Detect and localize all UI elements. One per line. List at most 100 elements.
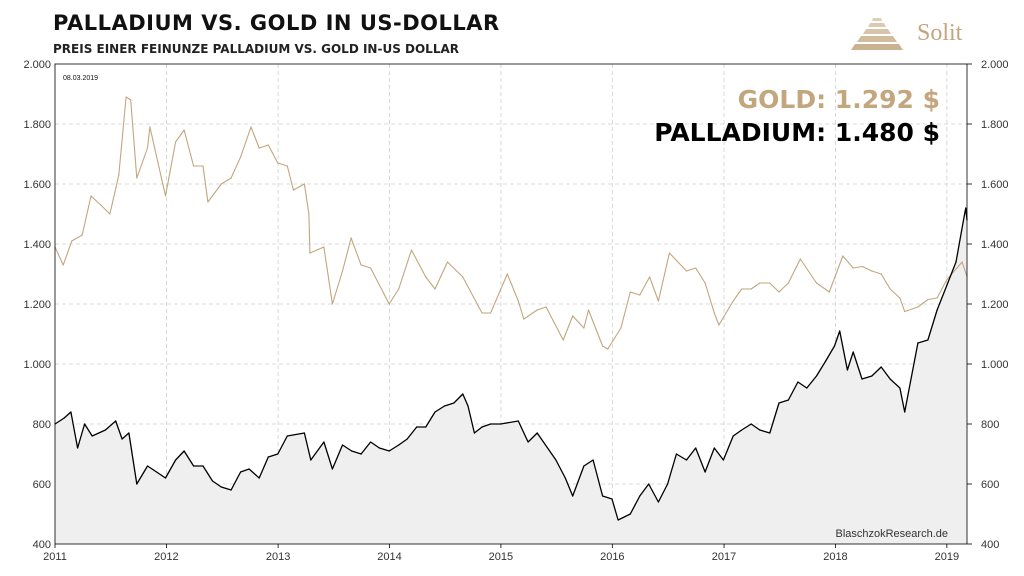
y-tick-label-left: 600 — [33, 479, 51, 491]
y-tick-label-right: 800 — [981, 419, 999, 431]
gold-point — [90, 195, 92, 197]
gold-point — [446, 261, 449, 263]
palladium-point — [602, 495, 604, 497]
y-tick-label-right: 1.600 — [981, 179, 1009, 191]
gold-point — [164, 195, 167, 197]
palladium-point — [852, 351, 854, 353]
palladium-point — [675, 453, 678, 455]
palladium-point — [839, 330, 841, 332]
palladium-point — [220, 486, 222, 488]
gold-point — [130, 99, 132, 101]
gold-point — [815, 282, 818, 284]
palladium-point — [825, 360, 827, 362]
gold-point — [562, 339, 564, 341]
gold-point — [136, 177, 138, 179]
gold-point — [109, 213, 111, 215]
palladium-point — [388, 450, 390, 452]
gold-point — [607, 348, 609, 350]
palladium-point — [406, 438, 408, 440]
palladium-area — [55, 208, 967, 544]
palladium-point — [611, 498, 613, 500]
gold-point — [750, 288, 752, 290]
gold-point — [388, 303, 390, 305]
gold-point — [146, 147, 149, 149]
palladium-point — [104, 429, 106, 431]
gold-point — [267, 144, 269, 146]
gold-point — [536, 309, 538, 311]
palladium-point — [955, 261, 957, 263]
x-tick-label: 2013 — [266, 551, 290, 563]
palladium-point — [286, 435, 288, 437]
source-label: BlaschzokResearch.de — [835, 528, 948, 540]
x-tick-label: 2018 — [823, 551, 847, 563]
palladium-point — [722, 459, 725, 461]
palladium-point — [443, 405, 446, 407]
date-label: 08.03.2019 — [63, 75, 98, 82]
y-tick-label-right: 1.200 — [981, 299, 1009, 311]
chart-subtitle: PREIS EINER FEINUNZE PALLADIUM VS. GOLD … — [53, 42, 459, 56]
palladium-point — [467, 405, 469, 407]
gold-point — [718, 324, 720, 326]
palladium-point — [473, 432, 475, 434]
palladium-point — [917, 342, 919, 344]
palladium-point — [517, 420, 519, 422]
palladium-point — [833, 345, 836, 347]
gold-point — [787, 282, 790, 284]
palladium-point — [434, 411, 436, 413]
gold-point — [434, 288, 436, 290]
gold-point — [183, 129, 185, 131]
palladium-point — [741, 429, 743, 431]
palladium-point — [146, 465, 149, 467]
solit-logo-icon — [851, 18, 903, 50]
palladium-point — [398, 444, 400, 446]
gold-line — [54, 96, 968, 350]
palladium-point — [806, 387, 808, 389]
palladium-point — [639, 495, 641, 497]
palladium-point — [732, 435, 734, 437]
palladium-point — [481, 426, 483, 428]
palladium-point — [121, 438, 123, 440]
x-tick-label: 2014 — [377, 551, 401, 563]
palladium-point — [871, 375, 873, 377]
palladium-point — [425, 426, 427, 428]
palladium-point — [889, 378, 891, 380]
palladium-point — [211, 480, 214, 482]
gold-point — [899, 297, 901, 299]
palladium-point — [193, 465, 195, 467]
palladium-point — [230, 489, 232, 491]
palladium-point — [769, 432, 771, 434]
gold-point — [258, 147, 260, 149]
gold-point — [202, 165, 204, 167]
palladium-point — [323, 441, 325, 443]
gold-point — [118, 174, 120, 176]
gold-point — [398, 288, 400, 290]
y-tick-label-left: 1.800 — [23, 119, 51, 131]
palladium-point — [964, 213, 966, 215]
gold-point — [350, 237, 352, 239]
gold-point — [230, 177, 232, 179]
palladium-point — [946, 285, 948, 287]
palladium-point — [861, 378, 863, 380]
gold-point — [769, 282, 771, 284]
gold-point — [889, 288, 891, 290]
brand-name: Solit — [917, 20, 963, 46]
gold-point — [277, 162, 279, 164]
gold-point — [523, 318, 525, 320]
gold-value-label: GOLD: 1.292 $ — [738, 85, 940, 114]
x-tick-label: 2015 — [489, 551, 513, 563]
palladium-point — [462, 393, 464, 395]
palladium-point — [115, 420, 117, 422]
palladium-point — [936, 309, 938, 311]
palladium-point — [248, 468, 250, 470]
gold-point — [704, 282, 706, 284]
gold-point — [149, 126, 151, 128]
palladium-point — [564, 477, 566, 479]
palladium-point — [202, 465, 204, 467]
palladium-point — [527, 441, 529, 443]
gold-point — [861, 265, 863, 268]
gold-point — [946, 279, 948, 281]
gold-point — [852, 267, 854, 269]
gold-point — [741, 288, 743, 290]
palladium-point — [331, 468, 333, 470]
gold-point — [927, 298, 929, 301]
